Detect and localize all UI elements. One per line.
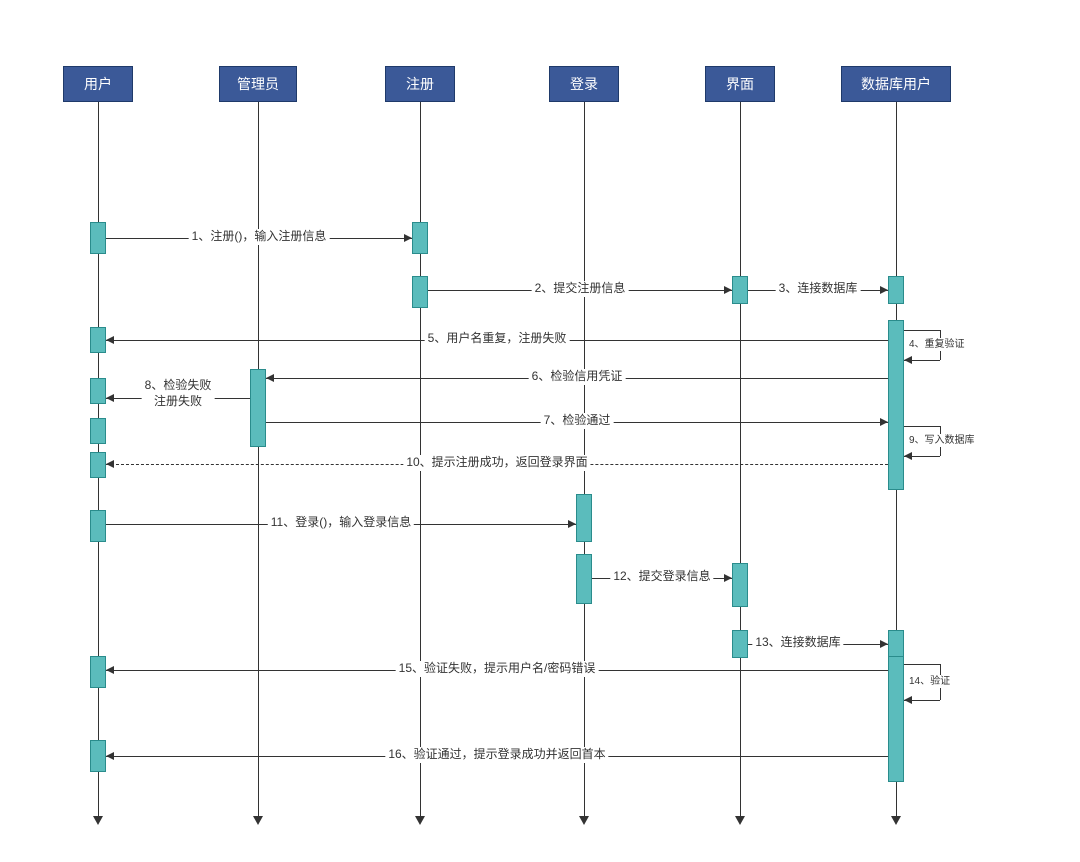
message-arrow-2 — [724, 286, 732, 294]
activation-db-19 — [888, 656, 904, 782]
message-arrow-13 — [880, 640, 888, 648]
lifeline-arrowhead-admin — [253, 816, 263, 825]
self-message-label-9: 9、写入数据库 — [906, 434, 978, 447]
message-arrow-6 — [266, 374, 274, 382]
lifeline-arrowhead-reg — [415, 816, 425, 825]
lifeline-line-admin — [258, 102, 259, 816]
message-label-2: 2、提交注册信息 — [532, 281, 629, 297]
activation-db-18 — [888, 630, 904, 658]
lifeline-label-reg: 注册 — [406, 74, 434, 94]
message-label-1: 1、注册()，输入注册信息 — [189, 229, 330, 245]
message-arrow-3 — [880, 286, 888, 294]
self-message-top-4 — [904, 330, 940, 331]
lifeline-arrowhead-ui — [735, 816, 745, 825]
message-label-16: 16、验证通过，提示登录成功并返回首本 — [385, 747, 608, 763]
lifeline-header-login: 登录 — [549, 66, 619, 102]
message-label-3: 3、连接数据库 — [776, 281, 861, 297]
activation-ui-15 — [732, 630, 748, 658]
activation-user-2 — [90, 378, 106, 404]
lifeline-label-user: 用户 — [84, 74, 112, 94]
message-label-15: 15、验证失败，提示用户名/密码错误 — [396, 661, 599, 677]
message-label-5: 5、用户名重复，注册失败 — [425, 331, 570, 347]
message-arrow-12 — [724, 574, 732, 582]
activation-db-17 — [888, 320, 904, 490]
message-label-10: 10、提示注册成功，返回登录界面 — [403, 455, 590, 471]
message-arrow-16 — [106, 752, 114, 760]
self-message-label-14: 14、验证 — [906, 675, 953, 688]
activation-reg-10 — [412, 276, 428, 308]
self-message-arrow-14 — [904, 696, 912, 704]
lifeline-label-ui: 界面 — [726, 74, 754, 94]
message-arrow-8 — [106, 394, 114, 402]
self-message-label-4: 4、重复验证 — [906, 338, 968, 351]
lifeline-header-user: 用户 — [63, 66, 133, 102]
message-label-12: 12、提交登录信息 — [610, 569, 713, 585]
lifeline-header-admin: 管理员 — [219, 66, 297, 102]
activation-user-3 — [90, 418, 106, 444]
message-arrow-11 — [568, 520, 576, 528]
lifeline-arrowhead-db — [891, 816, 901, 825]
lifeline-label-login: 登录 — [570, 74, 598, 94]
message-arrow-5 — [106, 336, 114, 344]
self-message-top-9 — [904, 426, 940, 427]
lifeline-label-admin: 管理员 — [237, 74, 279, 94]
activation-admin-8 — [250, 369, 266, 447]
activation-ui-13 — [732, 276, 748, 304]
lifeline-header-ui: 界面 — [705, 66, 775, 102]
lifeline-label-db: 数据库用户 — [861, 74, 931, 94]
activation-user-7 — [90, 740, 106, 772]
activation-login-11 — [576, 494, 592, 542]
lifeline-header-reg: 注册 — [385, 66, 455, 102]
message-arrow-7 — [880, 418, 888, 426]
lifeline-arrowhead-user — [93, 816, 103, 825]
activation-user-6 — [90, 656, 106, 688]
message-label-13: 13、连接数据库 — [752, 635, 843, 651]
message-arrow-10 — [106, 460, 114, 468]
activation-reg-9 — [412, 222, 428, 254]
message-arrow-1 — [404, 234, 412, 242]
activation-user-4 — [90, 452, 106, 478]
lifeline-header-db: 数据库用户 — [841, 66, 951, 102]
lifeline-line-ui — [740, 102, 741, 816]
message-label-7: 7、检验通过 — [541, 413, 614, 429]
lifeline-arrowhead-login — [579, 816, 589, 825]
activation-user-0 — [90, 222, 106, 254]
message-arrow-15 — [106, 666, 114, 674]
sequence-diagram-canvas: 用户 管理员 注册 登录 界面 数据库用户 1、注册()，输入注册信息 2、提交注册信息 3、连… — [0, 0, 1080, 862]
message-label-11: 11、登录()，输入登录信息 — [268, 515, 414, 531]
activation-ui-14 — [732, 563, 748, 607]
activation-db-16 — [888, 276, 904, 304]
self-message-arrow-9 — [904, 452, 912, 460]
message-label-6: 6、检验信用凭证 — [529, 369, 626, 385]
self-message-top-14 — [904, 664, 940, 665]
activation-login-12 — [576, 554, 592, 604]
activation-user-1 — [90, 327, 106, 353]
activation-user-5 — [90, 510, 106, 542]
message-label-8: 8、检验失败 注册失败 — [142, 378, 215, 409]
self-message-arrow-4 — [904, 356, 912, 364]
